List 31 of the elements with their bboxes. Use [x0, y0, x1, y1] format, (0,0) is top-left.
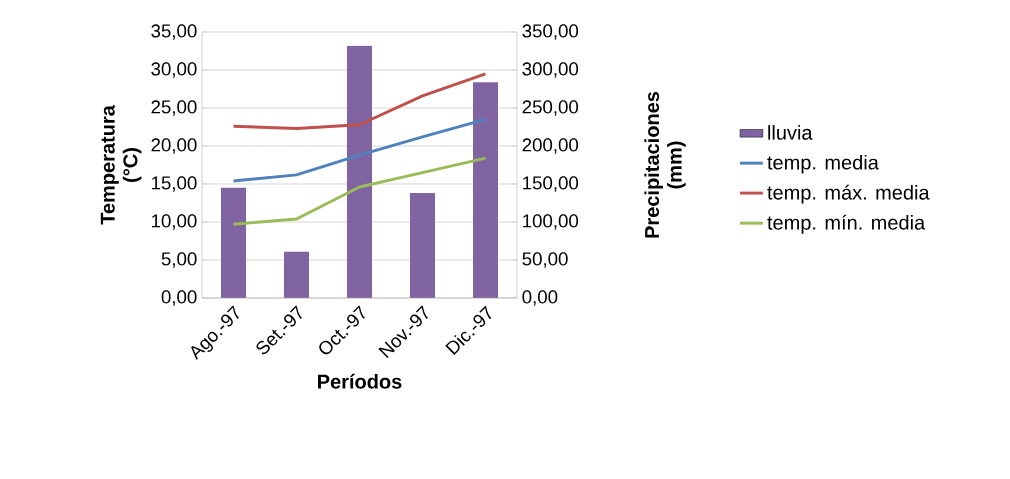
y-tick-label: 0,00	[161, 290, 197, 306]
y-tick-label: 25,00	[151, 100, 197, 116]
y-tick-label: 15,00	[152, 176, 197, 192]
y-tick-label: 10,00	[152, 214, 197, 230]
bar	[410, 193, 435, 298]
bar	[473, 82, 498, 298]
legend-label: temp. media	[767, 154, 879, 174]
y-tick-label: 35,00	[151, 24, 197, 40]
bar	[221, 187, 246, 298]
bar	[347, 45, 372, 298]
y2-tick-label: 200,00	[522, 138, 579, 154]
y-axis-title: Temperatura (°C)	[100, 105, 142, 225]
line-series	[232, 156, 487, 226]
y2-tick-label: 100,00	[523, 214, 579, 230]
legend-label: temp. máx. media	[767, 184, 930, 204]
bar	[284, 251, 309, 298]
y-tick-label: 30,00	[151, 62, 197, 78]
y2-tick-label: 250,00	[522, 100, 579, 116]
line-series	[232, 72, 487, 130]
y2-tick-label: 150,00	[523, 176, 579, 192]
y2-tick-label: 300,00	[522, 62, 579, 78]
y2-tick-label: 50,00	[522, 252, 568, 268]
line-series	[232, 117, 487, 183]
y2-axis-title: Precipitaciones (mm)	[644, 91, 686, 238]
y-tick-label: 5,00	[161, 252, 197, 268]
y-tick-label: 20,00	[151, 138, 197, 154]
legend-label: temp. mín. media	[767, 214, 926, 234]
y2-tick-label: 0,00	[522, 290, 558, 306]
legend-label: lluvia	[768, 125, 813, 140]
y2-tick-label: 350,00	[522, 24, 579, 40]
x-axis-title: Períodos	[318, 373, 402, 389]
